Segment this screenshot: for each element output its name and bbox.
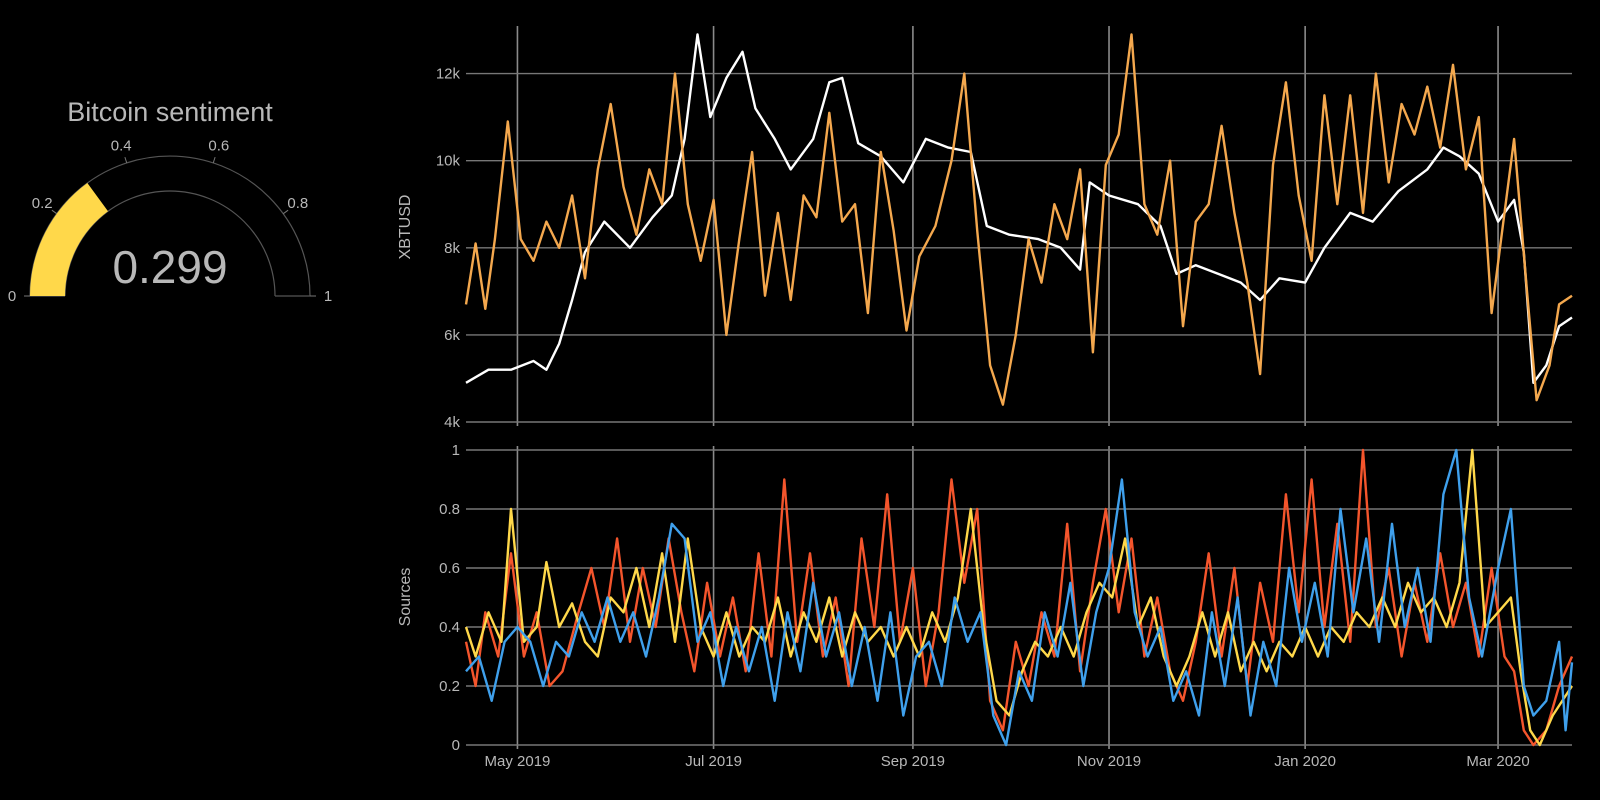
gauge-inner-arc bbox=[64, 190, 276, 297]
gauge-tick-label: 0.2 bbox=[32, 195, 53, 212]
sources-chart-grid bbox=[466, 446, 1572, 749]
price-chart-y-title: XBTUSD bbox=[397, 195, 414, 260]
price-series-0-line bbox=[465, 33, 1573, 384]
gauge-title: Bitcoin sentiment bbox=[67, 97, 273, 127]
price-series-1-line bbox=[464, 33, 1573, 406]
price-chart-y-ticks: 4k 6k 8k 10k 12k bbox=[436, 66, 461, 431]
gauge-value-bar bbox=[30, 182, 109, 296]
sources-y-tick-label: 1 bbox=[452, 442, 460, 459]
gauge-tick-label: 1 bbox=[324, 288, 332, 305]
sources-y-tick-label: 0 bbox=[452, 737, 460, 754]
sources-chart: 0 0.2 0.4 0.6 0.8 1 Sources May 2019 Jul 2019 S… bbox=[397, 442, 1574, 770]
gauge-value: 0.299 bbox=[112, 241, 227, 293]
sources-y-tick-label: 0.8 bbox=[439, 501, 460, 518]
sources-chart-series bbox=[464, 448, 1574, 747]
gauge-tick-label: 0.4 bbox=[111, 138, 132, 155]
gauge-tick-mark bbox=[212, 156, 216, 164]
x-tick-label: Sep 2019 bbox=[881, 753, 945, 770]
price-chart-series bbox=[464, 33, 1573, 406]
x-tick-label: Nov 2019 bbox=[1077, 753, 1141, 770]
x-tick-label: Jul 2019 bbox=[685, 753, 742, 770]
gauge-ticks: 0 0.2 0.4 0.6 0.8 1 bbox=[8, 138, 332, 305]
sentiment-gauge: Bitcoin sentiment 0 0.2 0.4 0.6 0.8 1 0.299 bbox=[8, 97, 332, 305]
price-chart: 4k 6k 8k 10k 12k XBTUSD bbox=[397, 26, 1573, 431]
gauge-tick-mark bbox=[124, 156, 128, 164]
x-tick-label: May 2019 bbox=[485, 753, 551, 770]
price-y-tick-label: 10k bbox=[436, 153, 461, 170]
price-y-tick-label: 12k bbox=[436, 66, 461, 83]
sources-y-tick-label: 0.4 bbox=[439, 619, 460, 636]
price-y-tick-label: 8k bbox=[444, 240, 460, 257]
gauge-tick-mark bbox=[51, 209, 58, 215]
price-chart-grid bbox=[466, 26, 1572, 426]
x-tick-label: Jan 2020 bbox=[1274, 753, 1336, 770]
price-y-tick-label: 4k bbox=[444, 414, 460, 431]
x-tick-label: Mar 2020 bbox=[1466, 753, 1529, 770]
sources-y-tick-label: 0.2 bbox=[439, 678, 460, 695]
gauge-tick-label: 0 bbox=[8, 288, 16, 305]
gauge-tick-mark bbox=[282, 209, 289, 215]
x-axis-ticks: May 2019 Jul 2019 Sep 2019 Nov 2019 Jan 2020… bbox=[485, 753, 1530, 770]
sources-series-0-line bbox=[464, 448, 1574, 747]
gauge-tick-label: 0.8 bbox=[287, 195, 308, 212]
sources-chart-y-title: Sources bbox=[397, 568, 414, 627]
price-y-tick-label: 6k bbox=[444, 327, 460, 344]
gauge-tick-label: 0.6 bbox=[208, 138, 229, 155]
sources-chart-y-ticks: 0 0.2 0.4 0.6 0.8 1 bbox=[439, 442, 460, 754]
sources-series-2-line bbox=[465, 448, 1574, 747]
sources-series-1-line bbox=[464, 448, 1574, 747]
sources-y-tick-label: 0.6 bbox=[439, 560, 460, 577]
